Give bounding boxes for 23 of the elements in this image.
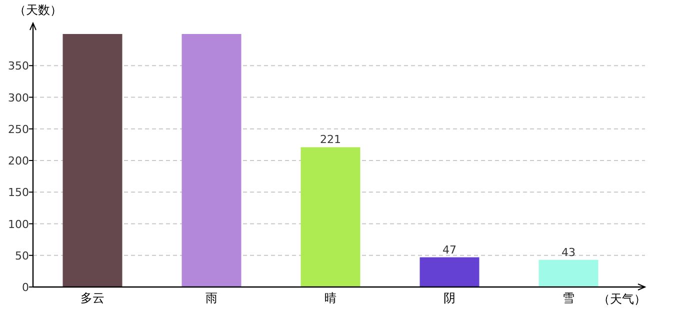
x-tick-label: 雨 [206,291,218,305]
x-tick-label: 阴 [444,291,456,305]
bar [420,257,480,287]
x-tick-label: 多云 [80,291,104,305]
y-tick-label: 200 [8,154,29,168]
y-tick-label: 350 [8,60,29,73]
y-tick-label: 100 [8,218,29,231]
bar [300,147,360,287]
y-axis-title: （天数） [14,3,62,17]
y-tick-label: 0 [22,281,29,294]
bar [538,260,598,287]
bar [62,34,122,287]
y-tick-label: 300 [8,91,29,104]
x-tick-label: 晴 [324,291,336,305]
data-label: 43 [562,246,576,259]
y-tick-label: 150 [8,186,29,200]
bar [182,34,242,287]
y-tick-label: 250 [8,122,29,136]
data-label: 47 [442,243,456,256]
y-tick-label: 50 [15,249,29,262]
data-label: 221 [320,133,341,146]
x-axis-title: （天气） [598,292,646,306]
x-tick-label: 雪 [562,291,574,305]
